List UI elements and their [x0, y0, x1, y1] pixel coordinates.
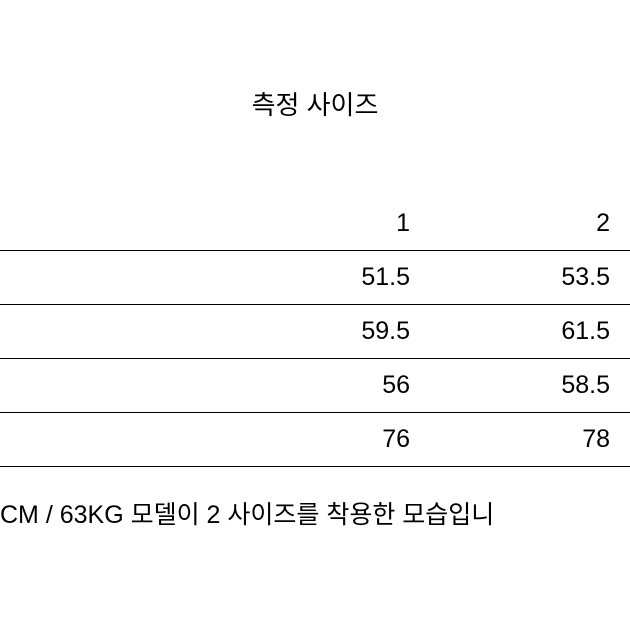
table-header-row: 1 2	[0, 197, 630, 251]
table-cell: 61.5	[430, 305, 630, 359]
model-size-note: CM / 63KG 모델이 2 사이즈를 착용한 모습입니	[0, 467, 630, 531]
table-cell: 76	[0, 413, 430, 467]
table-cell: 58.5	[430, 359, 630, 413]
column-header-1: 1	[0, 197, 430, 251]
table-cell: 78	[430, 413, 630, 467]
table-row: 59.5 61.5	[0, 305, 630, 359]
table-row: 76 78	[0, 413, 630, 467]
page-title: 측정 사이즈	[0, 0, 630, 197]
table-row: 56 58.5	[0, 359, 630, 413]
column-header-2: 2	[430, 197, 630, 251]
table-cell: 59.5	[0, 305, 430, 359]
table-cell: 53.5	[430, 251, 630, 305]
table-cell: 56	[0, 359, 430, 413]
size-table: 1 2 51.5 53.5 59.5 61.5 56 58.5 76 78	[0, 197, 630, 467]
table-cell: 51.5	[0, 251, 430, 305]
table-row: 51.5 53.5	[0, 251, 630, 305]
